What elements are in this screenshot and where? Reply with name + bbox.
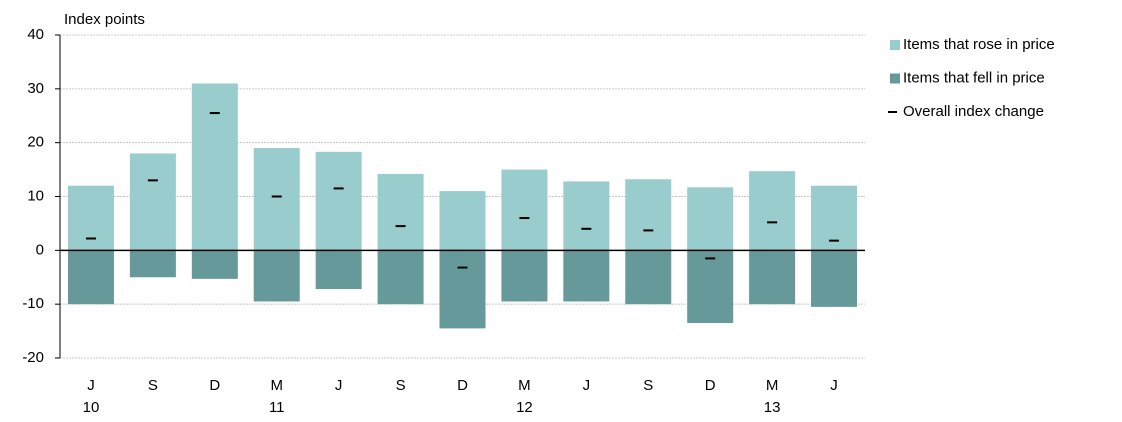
bar: [253, 148, 300, 251]
y-tick-label: 0: [36, 241, 44, 258]
x-tick-label: D: [209, 377, 220, 394]
legend-swatch: [890, 40, 900, 50]
x-tick-label: D: [705, 377, 716, 394]
bar: [501, 169, 548, 251]
bar: [315, 151, 362, 251]
y-tick-label: 40: [27, 26, 44, 43]
bar: [253, 250, 300, 302]
x-year-label: 10: [83, 399, 100, 416]
bar: [129, 250, 176, 278]
bar: [687, 250, 734, 324]
bar: [625, 179, 672, 251]
y-tick-label: -20: [22, 349, 44, 366]
bar: [129, 153, 176, 251]
bar: [439, 250, 486, 329]
bar: [377, 173, 424, 251]
bar: [501, 250, 548, 302]
x-tick-label: S: [643, 377, 653, 394]
x-tick-label: M: [766, 377, 779, 394]
bar: [563, 181, 610, 251]
bar: [191, 250, 238, 279]
legend-label: Overall index change: [903, 103, 1044, 120]
x-tick-label: M: [270, 377, 283, 394]
bar: [749, 250, 796, 305]
y-tick-label: -10: [22, 295, 44, 312]
x-tick-label: J: [830, 377, 838, 394]
bar: [191, 83, 238, 251]
x-year-label: 13: [764, 399, 781, 416]
y-axis-label: Index points: [64, 11, 145, 28]
legend-label: Items that fell in price: [903, 69, 1045, 86]
bar: [687, 187, 734, 251]
x-tick-label: D: [457, 377, 468, 394]
legend-swatch: [890, 73, 900, 84]
x-tick-label: J: [87, 377, 95, 394]
bar: [625, 250, 672, 305]
x-tick-label: M: [518, 377, 531, 394]
bar: [811, 250, 858, 307]
bar: [439, 191, 486, 251]
y-tick-label: 10: [27, 187, 44, 204]
y-tick-label: 20: [27, 134, 44, 151]
bar: [315, 250, 362, 290]
x-tick-label: J: [583, 377, 591, 394]
legend-label: Items that rose in price: [903, 36, 1055, 53]
x-year-label: 12: [516, 399, 533, 416]
bar: [749, 171, 796, 251]
y-tick-label: 30: [27, 80, 44, 97]
x-tick-label: S: [396, 377, 406, 394]
bar: [67, 250, 114, 305]
bar: [377, 250, 424, 305]
x-tick-label: S: [148, 377, 158, 394]
bar: [67, 185, 114, 251]
x-year-label: 11: [269, 399, 285, 416]
x-tick-label: J: [335, 377, 343, 394]
bar: [563, 250, 610, 302]
bar: [811, 185, 858, 251]
